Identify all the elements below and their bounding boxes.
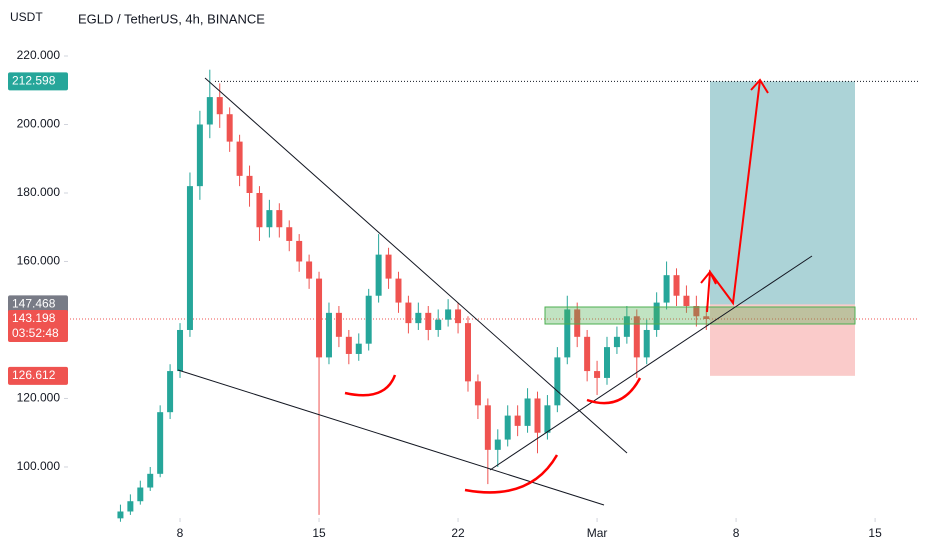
candle-body — [316, 278, 323, 358]
candle-body — [425, 312, 432, 330]
candle-body — [226, 114, 233, 142]
price-label-box — [8, 295, 68, 314]
price-label-box — [8, 72, 68, 91]
candle-body — [673, 275, 680, 296]
price-label: 143.198 — [12, 311, 56, 325]
x-tick-label: 22 — [451, 526, 465, 540]
candle-body — [345, 336, 352, 354]
candle-body — [167, 371, 174, 413]
drawings — [177, 77, 856, 506]
candle-body — [216, 97, 223, 115]
price-label-box — [8, 310, 68, 343]
curve — [464, 454, 559, 494]
candle-body — [464, 323, 471, 382]
candle-body — [365, 295, 372, 344]
candle-body — [594, 371, 601, 378]
candle-body — [286, 227, 293, 241]
stop-area — [710, 304, 855, 376]
candle-body — [683, 295, 690, 307]
candle-body — [584, 336, 591, 372]
x-tick-label: 15 — [312, 526, 326, 540]
candle-body — [613, 336, 620, 348]
candle-body — [415, 312, 422, 324]
candle-body — [137, 487, 144, 502]
candle-body — [325, 312, 332, 358]
candle-body — [196, 124, 203, 187]
candle-body — [246, 175, 253, 193]
y-tick-label: 120.000 — [17, 391, 61, 405]
curve — [586, 377, 642, 405]
candle-body — [236, 141, 243, 176]
candle-body — [206, 97, 213, 125]
candle-body — [157, 412, 164, 474]
candle-body — [693, 306, 700, 317]
candle-body — [296, 240, 303, 262]
candle-body — [127, 501, 134, 512]
y-tick-label: 160.000 — [17, 254, 61, 268]
x-tick-label: 8 — [177, 526, 184, 540]
candle-body — [544, 405, 551, 433]
candle-body — [534, 398, 541, 433]
y-tick-label: 180.000 — [17, 185, 61, 199]
candle-body — [395, 278, 402, 303]
currency: USDT — [10, 10, 43, 24]
candle-body — [564, 309, 571, 358]
candle-body — [405, 302, 412, 324]
candle-body — [574, 309, 581, 337]
candle-body — [186, 186, 193, 330]
price-label: 212.598 — [12, 74, 56, 88]
candle-body — [474, 381, 481, 406]
y-tick-label: 220.000 — [17, 48, 61, 62]
candle-body — [494, 439, 501, 450]
candle-body — [177, 329, 184, 372]
countdown: 03:52:48 — [12, 326, 59, 340]
chart-title: EGLD / TetherUS, 4h, BINANCE — [78, 11, 265, 26]
candle-body — [266, 210, 273, 228]
candle-body — [147, 473, 154, 488]
candle-body — [435, 319, 442, 330]
candle-body — [623, 316, 630, 337]
trendline — [489, 255, 813, 471]
candle-body — [504, 415, 511, 440]
candle-body — [306, 261, 313, 279]
candle-body — [445, 309, 452, 320]
candle-body — [355, 343, 362, 354]
x-tick-label: 15 — [868, 526, 882, 540]
zone — [544, 306, 856, 325]
arrow — [700, 78, 769, 313]
candle-body — [335, 312, 342, 337]
candle-body — [703, 316, 710, 320]
candle-body — [375, 254, 382, 296]
curve — [344, 374, 397, 397]
position-box — [70, 69, 918, 522]
y-tick-label: 200.000 — [17, 117, 61, 131]
candle-body — [633, 316, 640, 358]
price-label: 147.468 — [12, 297, 56, 311]
trendline — [204, 77, 628, 454]
trendline — [177, 369, 605, 506]
y-tick-label: 100.000 — [17, 459, 61, 473]
candle-body — [385, 254, 392, 279]
candle-body — [554, 357, 561, 406]
x-tick-label: Mar — [587, 526, 608, 540]
target-area — [710, 81, 855, 305]
candle-body — [455, 309, 462, 324]
candle-body — [514, 415, 521, 426]
candle-body — [484, 405, 491, 450]
candle-body — [524, 398, 531, 426]
candle-body — [117, 511, 124, 519]
price-label: 126.612 — [12, 368, 56, 382]
candle-body — [663, 275, 670, 303]
price-label-box — [8, 366, 68, 385]
candle-body — [653, 302, 660, 330]
candle-body — [643, 329, 650, 358]
candle-body — [276, 210, 283, 228]
x-tick-label: 8 — [733, 526, 740, 540]
candle-body — [256, 192, 263, 228]
candle-body — [604, 347, 611, 378]
